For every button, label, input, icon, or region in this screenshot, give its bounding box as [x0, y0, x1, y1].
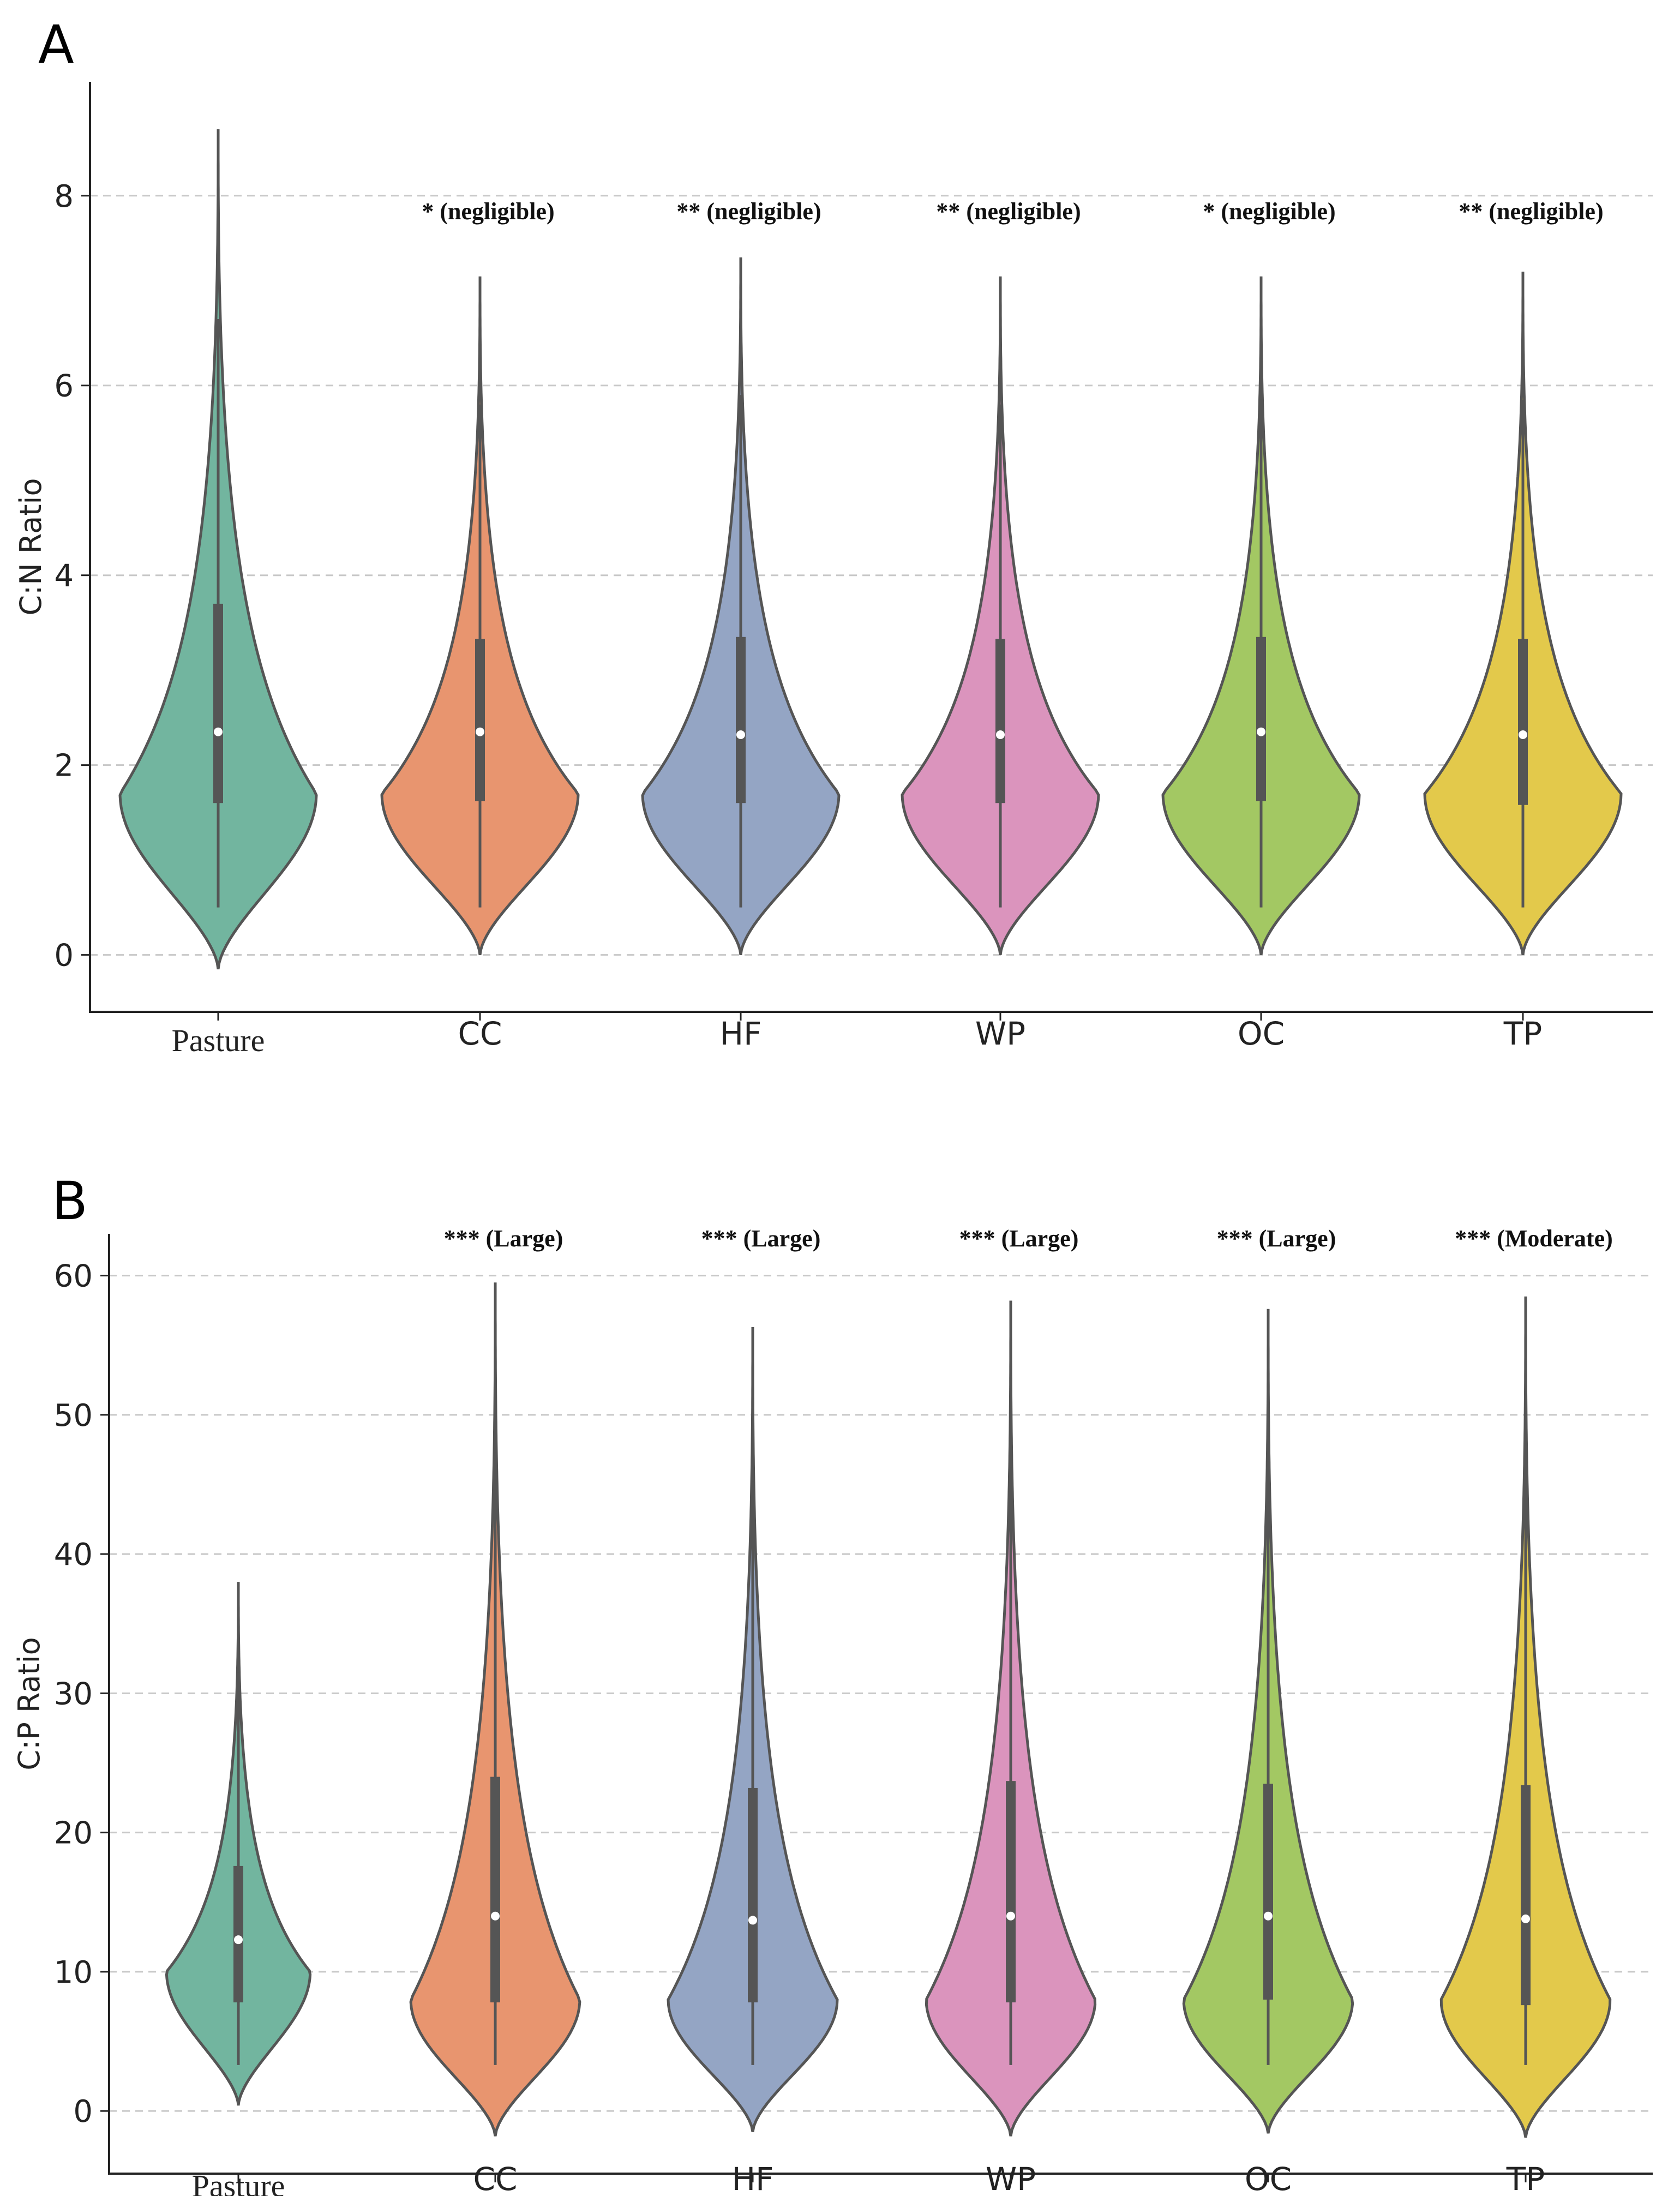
significance-annotation-cc: * (negligible): [422, 198, 554, 225]
median-dot-tp: [1521, 1914, 1530, 1923]
iqr-box-cc: [490, 1777, 500, 2003]
iqr-box-oc: [1263, 1784, 1273, 2000]
x-tick-label-cc: CC: [458, 1015, 502, 1052]
y-tick-label: 50: [54, 1398, 93, 1433]
axes-spines: [89, 82, 1653, 1013]
iqr-box-wp: [995, 639, 1005, 803]
iqr-box-hf: [748, 1787, 758, 2003]
y-tick-label: 60: [54, 1259, 93, 1294]
y-tick-label: 10: [54, 1955, 93, 1990]
iqr-box-pasture: [213, 603, 223, 803]
iqr-box-tp: [1521, 1785, 1531, 2006]
x-tick-label-pasture: Pasture: [172, 1023, 265, 1058]
panel-a: A 0 2 4 6 8 C:N Ratio Pasture CC * (negligible) HF…: [14, 14, 1653, 1058]
y-axis-label: C:P Ratio: [12, 1637, 46, 1770]
median-dot-cc: [491, 1911, 500, 1921]
iqr-box-hf: [736, 637, 746, 803]
panel-letter-a: A: [38, 14, 74, 75]
median-dot-pasture: [214, 727, 223, 736]
panel-letter-b: B: [52, 1171, 88, 1232]
significance-annotation-hf: ** (negligible): [676, 198, 821, 225]
y-tick-label: 0: [73, 2094, 93, 2129]
y-tick-label: 30: [54, 1676, 93, 1712]
significance-annotation-cc: *** (Large): [444, 1225, 563, 1252]
y-tick-label: 0: [54, 938, 74, 974]
y-axis-label: C:N Ratio: [14, 478, 48, 615]
x-tick-label-wp: WP: [986, 2161, 1036, 2196]
panel-b: B 0 10 20 30 40 50 60 C:P Ratio Pasture CC *** (Lar…: [12, 1171, 1653, 2196]
x-tick-label-hf: HF: [720, 1015, 762, 1052]
significance-annotation-tp: *** (Moderate): [1455, 1225, 1613, 1252]
iqr-box-cc: [475, 639, 485, 801]
significance-annotation-oc: * (negligible): [1203, 198, 1335, 225]
significance-annotation-wp: *** (Large): [959, 1225, 1079, 1252]
y-tick-label: 20: [54, 1816, 93, 1851]
x-tick-label-oc: OC: [1238, 1015, 1285, 1052]
iqr-box-oc: [1256, 637, 1266, 801]
iqr-box-pasture: [233, 1865, 243, 2003]
x-tick-label-tp: TP: [1503, 1015, 1542, 1052]
y-tick-label: 6: [54, 369, 74, 404]
x-tick-label-cc: CC: [473, 2161, 518, 2196]
median-dot-pasture: [234, 1935, 243, 1945]
x-tick-label-wp: WP: [975, 1015, 1025, 1052]
median-dot-cc: [476, 727, 484, 736]
x-tick-label-oc: OC: [1245, 2161, 1292, 2196]
iqr-box-tp: [1518, 639, 1528, 805]
significance-annotation-oc: *** (Large): [1217, 1225, 1336, 1252]
x-tick-label-pasture: Pasture: [192, 2168, 285, 2196]
significance-annotation-tp: ** (negligible): [1459, 198, 1603, 225]
median-dot-oc: [1264, 1911, 1273, 1921]
y-tick-label: 4: [54, 559, 74, 594]
median-dot-wp: [1006, 1911, 1015, 1921]
median-dot-hf: [736, 730, 745, 739]
y-tick-label: 2: [54, 748, 74, 784]
axes-spines: [108, 1234, 1653, 2175]
median-dot-wp: [996, 730, 1005, 739]
median-dot-oc: [1257, 727, 1265, 736]
median-dot-hf: [748, 1916, 757, 1925]
x-tick-label-hf: HF: [732, 2161, 774, 2196]
x-tick-label-tp: TP: [1506, 2161, 1545, 2196]
median-dot-tp: [1519, 730, 1527, 739]
iqr-box-wp: [1006, 1781, 1016, 2003]
significance-annotation-hf: *** (Large): [701, 1225, 821, 1252]
y-tick-label: 8: [54, 179, 74, 214]
y-tick-label: 40: [54, 1537, 93, 1573]
significance-annotation-wp: ** (negligible): [936, 198, 1081, 225]
